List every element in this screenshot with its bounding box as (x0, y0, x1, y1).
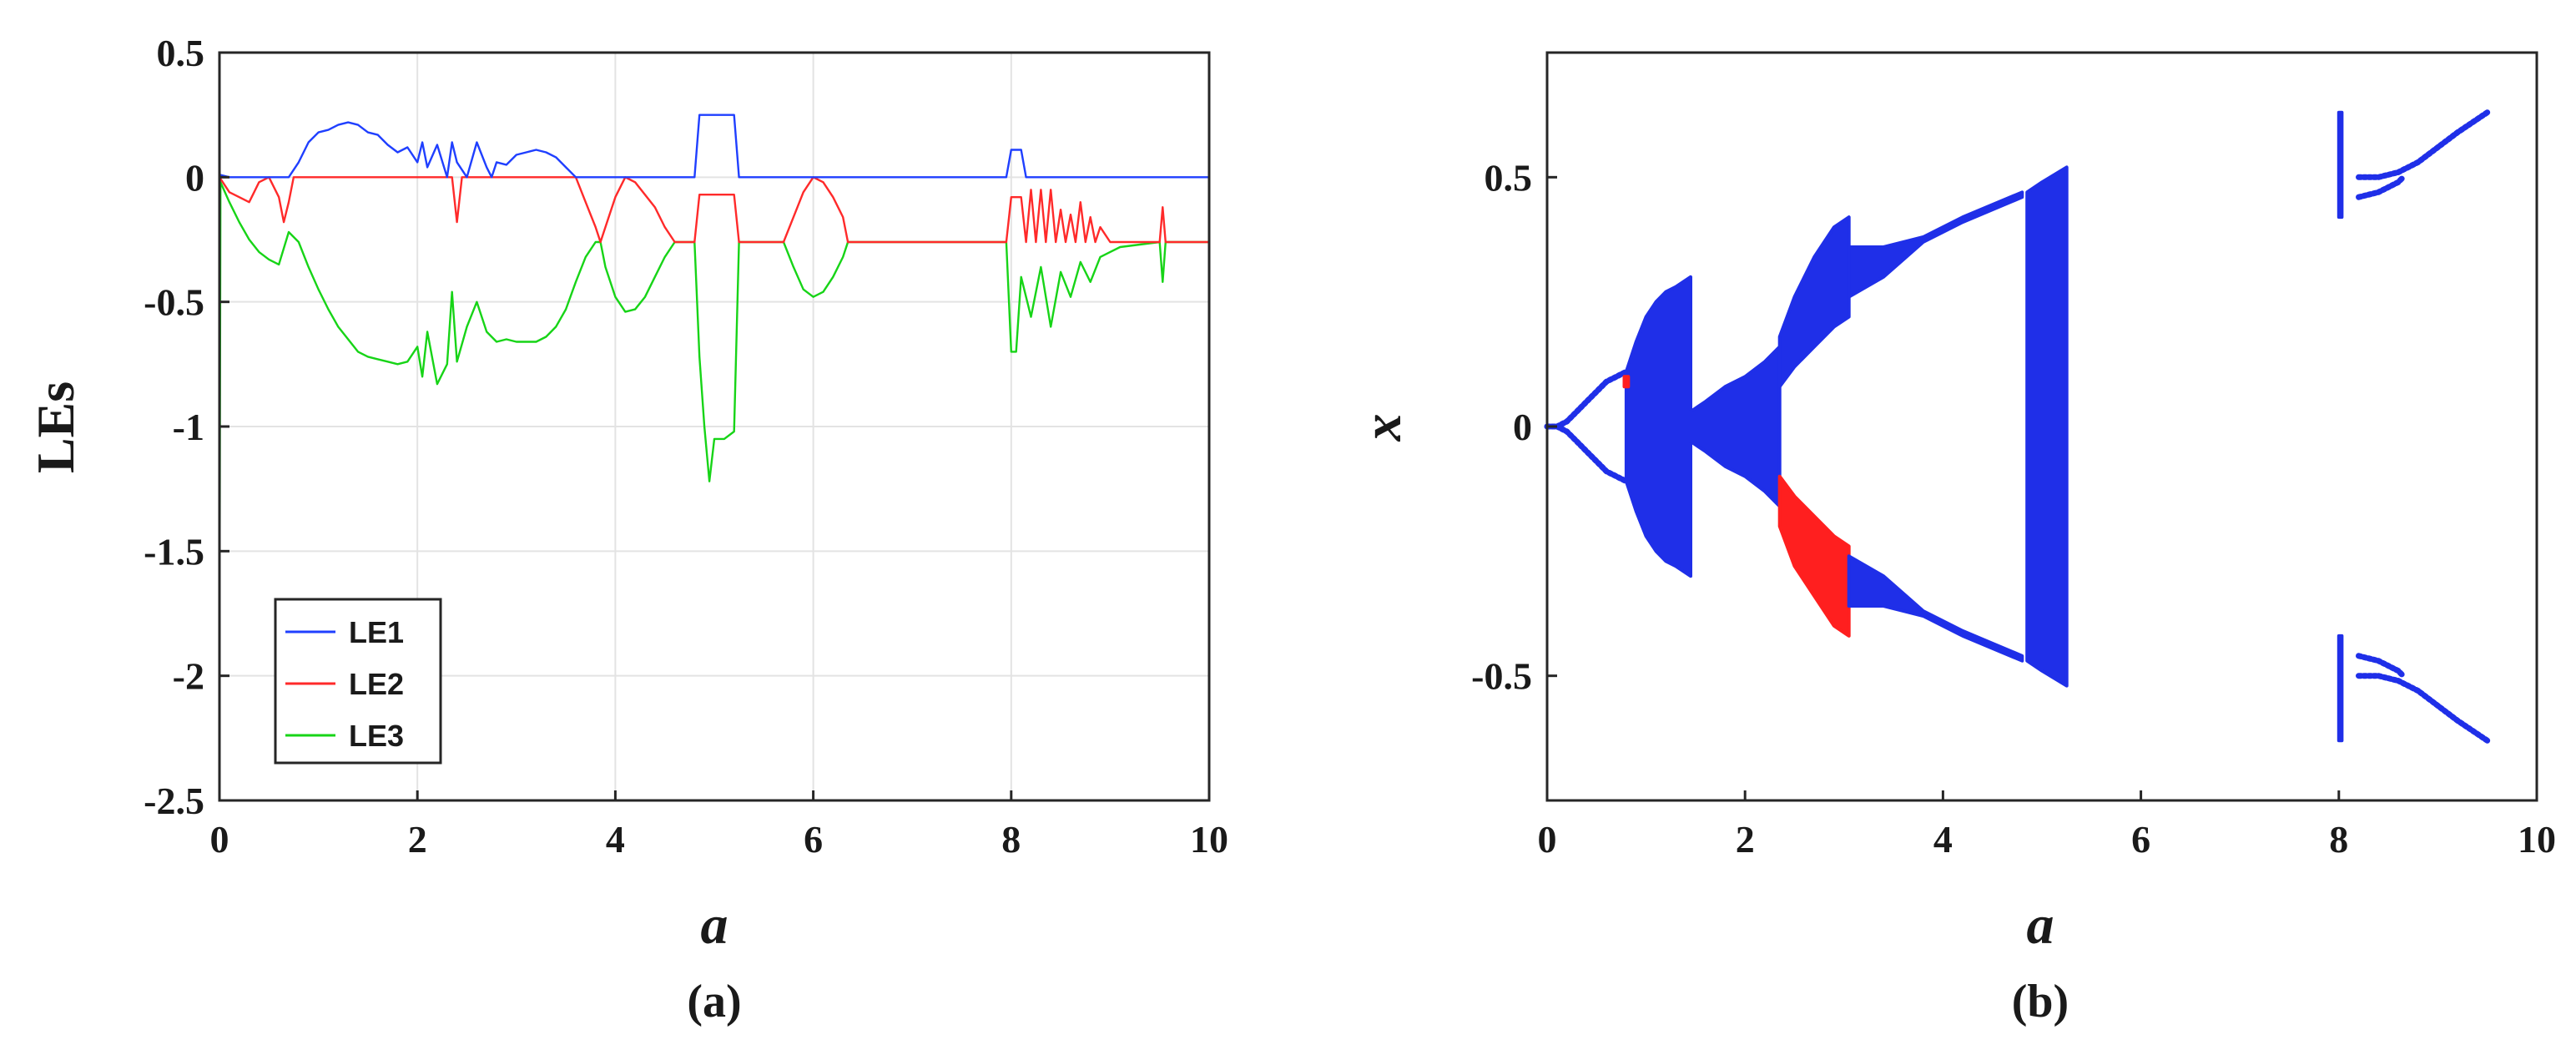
legend-label-le1: LE1 (349, 615, 404, 649)
y-tick-label: 0 (1513, 406, 1532, 448)
legend-label-le2: LE2 (349, 667, 404, 701)
series-line-le1 (219, 114, 1209, 179)
x-tick-label: 8 (1001, 818, 1021, 861)
panel-b-x-ticks: 0 2 4 6 8 10 (1538, 790, 2556, 861)
y-tick-label: -1.5 (144, 530, 204, 573)
series-line-le3 (218, 181, 1209, 651)
y-tick-label: 0 (185, 156, 204, 199)
x-tick-label: 4 (1933, 818, 1953, 861)
bifurcation-band (1622, 375, 1631, 389)
bifurcation-branch (2356, 673, 2491, 744)
bifurcation-branch (2356, 109, 2491, 180)
panel-a-x-ticks: 0 2 4 6 8 10 (210, 790, 1228, 861)
bifurcation-band (2337, 634, 2344, 743)
x-tick-label: 10 (2518, 818, 2556, 861)
panel-a-y-ticks: 0.5 0 -0.5 -1 -1.5 -2 -2.5 (144, 32, 229, 822)
x-tick-label: 2 (408, 818, 427, 861)
y-tick-label: 0.5 (157, 32, 205, 74)
bifurcation-band (1777, 474, 1851, 638)
bifurcation-band (2025, 165, 2069, 688)
y-tick-label: 0.5 (1485, 156, 1533, 199)
x-tick-label: 6 (2131, 818, 2150, 861)
panel-b-y-axis-label: x (1352, 414, 1413, 442)
y-tick-label: -0.5 (144, 281, 204, 324)
y-tick-label: -1 (173, 406, 204, 448)
x-tick-label: 2 (1736, 818, 1755, 861)
bifurcation-branch (2356, 174, 2407, 200)
bifurcation-band (1777, 215, 1851, 389)
panel-b-x-axis-label: a (2027, 895, 2054, 956)
series-line-le2 (218, 176, 1209, 244)
bifurcation-band (1847, 554, 2024, 663)
panel-b-bifurcation-diagram: 0 2 4 6 8 10 0.5 0 -0.5 a x (b) (1352, 51, 2556, 1027)
panel-b-caption: (b) (2012, 976, 2069, 1027)
y-tick-label: -2.5 (144, 780, 204, 822)
bifurcation-band (1689, 345, 1782, 508)
panel-a-x-axis-label: a (701, 895, 728, 956)
panel-a-series (218, 114, 1209, 651)
x-tick-label: 8 (2329, 818, 2348, 861)
bifurcation-band (2337, 110, 2344, 220)
x-tick-label: 0 (210, 818, 229, 861)
panel-b-y-ticks: 0.5 0 -0.5 (1471, 156, 1557, 698)
panel-a-caption: (a) (687, 976, 741, 1027)
panel-a-legend: LE1 LE2 LE3 (274, 598, 442, 765)
legend-label-le3: LE3 (349, 719, 404, 753)
x-tick-label: 4 (606, 818, 625, 861)
x-tick-label: 6 (804, 818, 823, 861)
bifurcation-branch (1544, 423, 1630, 485)
bifurcation-branch (2356, 653, 2407, 679)
x-tick-label: 10 (1190, 818, 1228, 861)
bifurcation-band (1847, 190, 2024, 299)
bifurcation-branch (1544, 368, 1630, 430)
panel-b-marks (1544, 109, 2491, 744)
panel-a-lyapunov-exponents: 0 2 4 6 8 10 0.5 0 -0.5 -1 -1.5 -2 -2.5 a LEs (a) L… (26, 32, 1228, 1027)
bifurcation-band (1624, 275, 1692, 578)
y-tick-label: -0.5 (1471, 655, 1532, 698)
x-tick-label: 0 (1538, 818, 1557, 861)
panel-a-y-axis-label: LEs (26, 381, 85, 473)
y-tick-label: -2 (173, 655, 204, 698)
